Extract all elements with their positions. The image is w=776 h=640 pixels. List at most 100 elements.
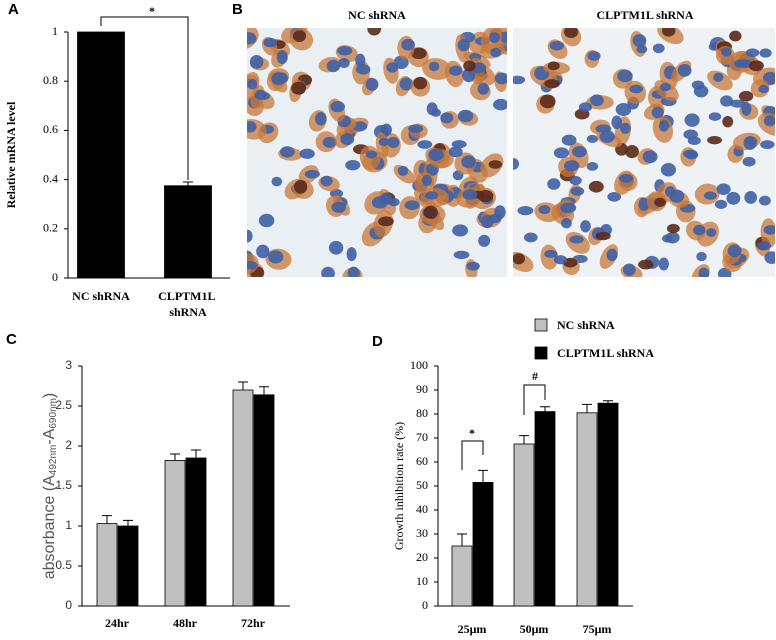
nucleus [517, 206, 534, 216]
y-tick-label: 0 [65, 598, 72, 612]
nucleus [430, 108, 441, 117]
nucleus [652, 43, 665, 54]
nucleus [345, 159, 361, 171]
significance-bracket [523, 384, 546, 415]
nucleus [721, 47, 732, 57]
nucleus [658, 257, 669, 271]
legend-swatch [534, 318, 548, 332]
nucleus [563, 160, 580, 172]
y-axis-label-part: ) [41, 393, 58, 398]
cytoplasm [247, 253, 259, 275]
nucleus [513, 75, 526, 85]
y-tick-label: 0.2 [43, 221, 58, 235]
nucleus [401, 38, 415, 51]
nucleus [331, 201, 347, 213]
nucleus [321, 266, 335, 277]
nucleus [340, 133, 355, 146]
nucleus [654, 197, 666, 207]
nucleus [693, 84, 709, 98]
nucleus [698, 267, 710, 277]
nucleus [462, 68, 476, 83]
error-bar [238, 381, 248, 390]
nucleus [387, 136, 400, 148]
nucleus [457, 109, 474, 123]
x-tick-label: 72hr [241, 616, 266, 630]
nucleus [722, 115, 734, 128]
nucleus [397, 165, 409, 176]
nucleus [462, 189, 478, 200]
nucleus [716, 183, 731, 196]
nucleus [636, 45, 648, 54]
significance-mark: * [469, 426, 475, 440]
nucleus [758, 84, 769, 94]
nucleus [553, 255, 568, 265]
legend-swatch [534, 346, 548, 360]
nucleus [449, 65, 463, 76]
nucleus [638, 259, 654, 270]
x-tick-label-line: CLPTM1L [158, 289, 218, 303]
nucleus [249, 55, 264, 69]
nucleus [365, 78, 379, 91]
nucleus [572, 145, 587, 158]
nucleus [451, 140, 467, 149]
y-tick-label: 2.5 [55, 398, 72, 412]
nucleus [494, 72, 507, 85]
nucleus [703, 191, 717, 200]
nucleus [615, 102, 632, 117]
nucleus [763, 225, 775, 235]
nucleus [560, 202, 577, 213]
nucleus [247, 121, 257, 133]
nucleus [268, 250, 284, 264]
nucleus [661, 28, 676, 37]
bar [576, 412, 598, 607]
y-tick-label: 90 [416, 382, 428, 396]
error-bar [123, 519, 133, 526]
nucleus [561, 134, 577, 146]
nucleus [247, 32, 257, 45]
nucleus [428, 148, 444, 161]
nucleus [660, 162, 677, 177]
y-axis-label-part: 492nm [48, 445, 59, 476]
panel-label: C [6, 331, 17, 348]
nucleus [448, 146, 463, 158]
nucleus [490, 47, 502, 58]
nucleus [271, 176, 283, 187]
nucleus [549, 40, 565, 51]
nucleus [320, 175, 333, 187]
nucleus [629, 84, 644, 94]
nucleus [291, 81, 306, 95]
nucleus [599, 130, 615, 143]
nucleus [355, 53, 366, 68]
nucleus [538, 205, 551, 215]
nucleus [544, 249, 558, 258]
nucleus [564, 28, 579, 39]
nucleus [463, 60, 476, 72]
nucleus [388, 197, 400, 207]
nucleus [632, 34, 647, 47]
micrograph [513, 28, 775, 277]
nucleus [669, 189, 685, 203]
y-tick-label: 1 [65, 518, 72, 532]
error-bar [102, 515, 112, 524]
bar [232, 389, 254, 607]
nucleus [714, 199, 728, 209]
error-bar [191, 449, 201, 458]
nucleus [544, 79, 560, 89]
nucleus [595, 231, 611, 241]
significance-mark: # [532, 369, 538, 383]
bar [451, 545, 473, 607]
error-bar [519, 435, 529, 444]
nucleus [315, 112, 327, 126]
panel-label: B [232, 1, 243, 18]
nucleus [276, 50, 288, 65]
nucleus [617, 69, 633, 83]
nucleus [378, 216, 394, 227]
nucleus [292, 30, 307, 42]
nucleus [453, 250, 470, 260]
nucleus [607, 192, 622, 202]
nucleus [417, 140, 433, 149]
nucleus [696, 251, 707, 262]
nucleus [713, 72, 724, 82]
nucleus [638, 197, 650, 211]
